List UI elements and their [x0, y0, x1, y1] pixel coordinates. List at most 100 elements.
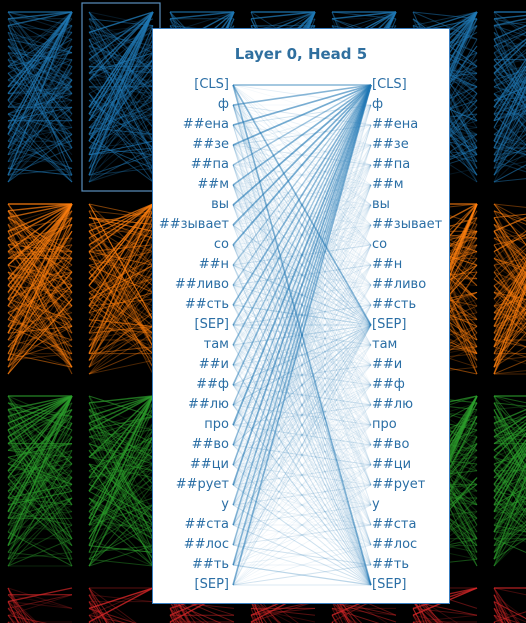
- attention-link: [232, 84, 372, 586]
- attention-link: [232, 144, 372, 586]
- attention-link: [232, 564, 372, 586]
- attention-link: [232, 324, 372, 486]
- left-token[interactable]: [SEP]: [194, 317, 229, 332]
- attention-link: [232, 344, 372, 406]
- left-token[interactable]: ф: [217, 97, 229, 112]
- right-token[interactable]: [CLS]: [372, 77, 407, 92]
- left-token[interactable]: [SEP]: [194, 577, 229, 592]
- right-token[interactable]: ##ть: [372, 557, 410, 572]
- attention-link: [232, 304, 372, 446]
- right-token[interactable]: со: [372, 237, 388, 252]
- attention-link: [232, 544, 372, 566]
- left-token[interactable]: ##м: [197, 177, 229, 192]
- attention-link: [232, 224, 372, 366]
- attention-link: [232, 404, 372, 426]
- left-token[interactable]: вы: [211, 197, 229, 212]
- thumbnail-blue-2[interactable]: [81, 2, 161, 192]
- right-token[interactable]: ##лос: [372, 537, 418, 552]
- right-token[interactable]: про: [372, 417, 397, 432]
- right-token[interactable]: ##сть: [372, 297, 417, 312]
- thumbnail-green-1[interactable]: [2, 388, 78, 574]
- panel-title: Layer 0, Head 5: [234, 45, 368, 63]
- left-token[interactable]: [CLS]: [194, 77, 229, 92]
- thumbnail-red-2[interactable]: [83, 580, 159, 623]
- right-token[interactable]: там: [372, 337, 398, 352]
- right-token[interactable]: вы: [372, 197, 390, 212]
- right-token[interactable]: ##м: [372, 177, 404, 192]
- right-token[interactable]: ##зывает: [372, 217, 443, 232]
- thumbnail-blue-1[interactable]: [2, 4, 78, 190]
- left-token[interactable]: ##ливо: [174, 277, 229, 292]
- attention-link: [232, 304, 372, 506]
- left-token[interactable]: у: [221, 497, 229, 512]
- left-token[interactable]: ##ци: [189, 457, 229, 472]
- left-token[interactable]: ##рует: [175, 477, 229, 492]
- attention-link: [232, 404, 372, 426]
- left-token[interactable]: ##па: [190, 157, 229, 172]
- right-token[interactable]: ##ливо: [372, 277, 427, 292]
- attention-link: [232, 424, 372, 446]
- right-token[interactable]: ##ена: [372, 117, 419, 132]
- attention-link: [232, 84, 372, 186]
- left-token[interactable]: со: [213, 237, 229, 252]
- thumbnail-green-7[interactable]: [488, 388, 526, 574]
- thumbnail-orange-1[interactable]: [2, 196, 78, 382]
- right-token[interactable]: ##па: [372, 157, 411, 172]
- attention-link: [232, 224, 372, 426]
- right-token[interactable]: ##рует: [372, 477, 426, 492]
- right-token[interactable]: ##ф: [372, 377, 405, 392]
- left-token[interactable]: ##н: [198, 257, 229, 272]
- left-token[interactable]: ##лос: [183, 537, 229, 552]
- attention-link: [232, 464, 372, 486]
- attention-link: [232, 384, 372, 446]
- left-token[interactable]: ##ф: [196, 377, 229, 392]
- attention-link: [232, 84, 372, 146]
- left-token[interactable]: про: [204, 417, 229, 432]
- left-token[interactable]: ##ста: [184, 517, 229, 532]
- attention-link: [232, 164, 372, 546]
- attention-link: [232, 124, 372, 406]
- right-token[interactable]: [SEP]: [372, 317, 407, 332]
- left-token[interactable]: ##лю: [187, 397, 229, 412]
- attention-link: [232, 104, 372, 386]
- right-token[interactable]: ##лю: [372, 397, 414, 412]
- thumbnail-red-1[interactable]: [2, 580, 78, 623]
- right-token[interactable]: ##и: [372, 357, 403, 372]
- left-token[interactable]: ##во: [191, 437, 229, 452]
- right-token[interactable]: ф: [372, 97, 384, 112]
- thumbnail-orange-2[interactable]: [83, 196, 159, 382]
- attention-link: [232, 424, 372, 566]
- right-token[interactable]: у: [372, 497, 380, 512]
- attention-link: [232, 164, 372, 586]
- thumbnail-red-7[interactable]: [488, 580, 526, 623]
- attention-link: [232, 284, 372, 366]
- attention-link: [232, 384, 372, 406]
- attention-link: [232, 144, 372, 566]
- left-token[interactable]: ##зе: [192, 137, 229, 152]
- attention-link: [232, 424, 372, 586]
- attention-link: [232, 204, 372, 326]
- left-token[interactable]: ##зывает: [158, 217, 229, 232]
- attention-link: [232, 504, 372, 526]
- left-token[interactable]: ##и: [198, 357, 229, 372]
- right-token[interactable]: ##зе: [372, 137, 409, 152]
- left-token[interactable]: ##ть: [191, 557, 229, 572]
- attention-link: [232, 344, 372, 446]
- attention-link: [232, 284, 372, 446]
- right-token[interactable]: [SEP]: [372, 577, 407, 592]
- attention-link: [232, 204, 372, 246]
- thumbnail-orange-7[interactable]: [488, 196, 526, 382]
- right-token[interactable]: ##н: [372, 257, 403, 272]
- thumbnail-blue-7[interactable]: [488, 4, 526, 190]
- right-token[interactable]: ##ци: [372, 457, 412, 472]
- left-token[interactable]: там: [203, 337, 229, 352]
- thumbnail-green-2[interactable]: [83, 388, 159, 574]
- left-token[interactable]: ##сть: [184, 297, 229, 312]
- right-token[interactable]: ##во: [372, 437, 410, 452]
- attention-link: [232, 84, 372, 426]
- right-token[interactable]: ##ста: [372, 517, 417, 532]
- attention-link: [232, 84, 372, 226]
- attention-link: [232, 84, 372, 346]
- attention-link: [232, 144, 372, 226]
- left-token[interactable]: ##ена: [182, 117, 229, 132]
